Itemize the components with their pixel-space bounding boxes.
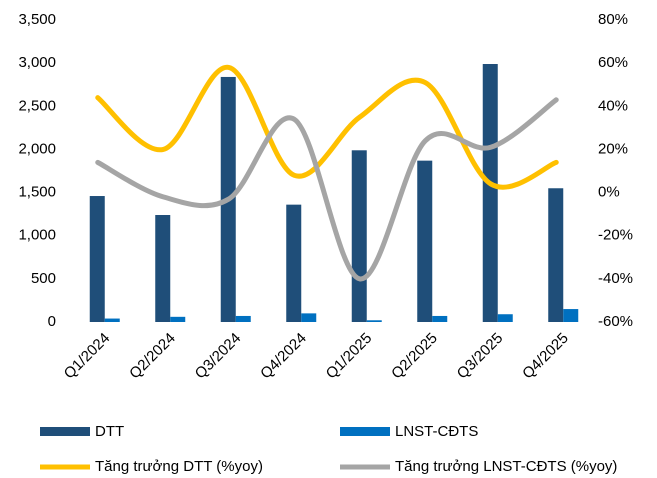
y-tick-label: 1,500 (18, 184, 56, 201)
bar (301, 313, 317, 322)
y2-tick-label: 60% (598, 54, 628, 71)
line (95, 97, 559, 282)
y2-tick-label: 20% (598, 140, 628, 157)
legend-swatch (340, 427, 390, 436)
x-tick-label: Q1/2025 (323, 330, 376, 383)
legend-label: Tăng trưởng LNST-CĐTS (%yoy) (395, 458, 617, 475)
y-tick-label: 2,000 (18, 140, 56, 157)
bar (155, 215, 171, 322)
y2-tick-label: 80% (598, 11, 628, 28)
y2-tick-label: 0% (598, 184, 620, 201)
bar (104, 318, 120, 322)
y-tick-label: 3,500 (18, 11, 56, 28)
bar (366, 320, 382, 322)
bar (482, 64, 498, 323)
y2-tick-label: 40% (598, 97, 628, 114)
bar (286, 204, 302, 322)
bar (235, 315, 251, 322)
x-tick-label: Q2/2025 (388, 330, 441, 383)
y-tick-label: 2,500 (18, 97, 56, 114)
bar (89, 196, 105, 322)
x-tick-label: Q2/2024 (126, 330, 179, 383)
y-tick-label: 3,000 (18, 54, 56, 71)
y2-tick-label: -60% (598, 313, 633, 330)
line (95, 64, 559, 190)
bar (497, 314, 513, 322)
x-tick-label: Q3/2024 (192, 330, 245, 383)
x-tick-label: Q4/2024 (257, 330, 310, 383)
legend-label: DTT (95, 423, 124, 440)
bar (170, 316, 186, 322)
bar (548, 188, 564, 322)
legend-swatch (40, 427, 90, 436)
y2-tick-label: -20% (598, 227, 633, 244)
x-tick-label: Q3/2025 (454, 330, 507, 383)
y-tick-label: 1,000 (18, 227, 56, 244)
x-tick-label: Q4/2025 (519, 330, 572, 383)
y-tick-label: 0 (48, 313, 56, 330)
legend-label: Tăng trưởng DTT (%yoy) (95, 458, 263, 475)
legend-label: LNST-CĐTS (395, 423, 478, 440)
bar (432, 315, 448, 322)
y-tick-label: 500 (31, 270, 56, 287)
y2-tick-label: -40% (598, 270, 633, 287)
bar (563, 309, 579, 322)
bar (351, 150, 367, 322)
bar (417, 160, 433, 322)
x-tick-label: Q1/2024 (61, 330, 114, 383)
